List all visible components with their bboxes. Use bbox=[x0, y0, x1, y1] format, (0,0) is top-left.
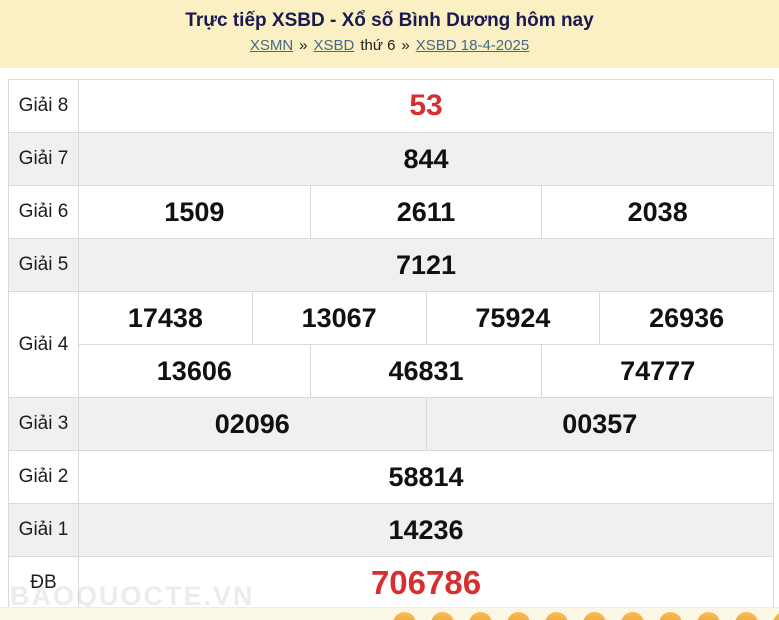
prize-values: 706786 bbox=[79, 557, 773, 609]
lottery-ball-icon bbox=[773, 612, 779, 620]
prize-row-giai-5: Giải 5 7121 bbox=[9, 239, 773, 292]
prize-label: Giải 8 bbox=[9, 80, 79, 132]
breadcrumb-link[interactable]: XSBD bbox=[313, 36, 355, 54]
prize-line: 13606 46831 74777 bbox=[79, 344, 773, 397]
prize-line: 53 bbox=[79, 80, 773, 132]
prize-row-giai-3: Giải 3 02096 00357 bbox=[9, 398, 773, 451]
lottery-ball-icon bbox=[393, 612, 416, 620]
prize-label: Giải 1 bbox=[9, 504, 79, 556]
lottery-ball-icon bbox=[545, 612, 568, 620]
lottery-ball-icon bbox=[735, 612, 758, 620]
prize-number: 26936 bbox=[599, 292, 773, 344]
prize-label: Giải 5 bbox=[9, 239, 79, 291]
prize-number: 7121 bbox=[395, 249, 457, 280]
prize-values: 53 bbox=[79, 80, 773, 132]
prize-number: 74777 bbox=[541, 345, 773, 397]
prize-number: 706786 bbox=[370, 564, 482, 601]
prize-row-giai-8: Giải 8 53 bbox=[9, 80, 773, 133]
prize-number: 17438 bbox=[127, 302, 203, 333]
page-header: Trực tiếp XSBD - Xổ số Bình Dương hôm na… bbox=[0, 0, 779, 68]
prize-values: 58814 bbox=[79, 451, 773, 503]
footer-strip bbox=[0, 607, 779, 620]
prize-number: 58814 bbox=[388, 461, 464, 492]
lottery-ball-icon bbox=[431, 612, 454, 620]
prize-values: 17438 13067 75924 26936 13606 46831 74777 bbox=[79, 292, 773, 397]
prize-line: 14236 bbox=[79, 504, 773, 556]
prize-row-giai-1: Giải 1 14236 bbox=[9, 504, 773, 557]
breadcrumb-text: » bbox=[401, 36, 410, 54]
prize-number: 13067 bbox=[251, 292, 426, 344]
lottery-ball-icon bbox=[507, 612, 530, 620]
breadcrumb-link[interactable]: XSMN bbox=[249, 36, 294, 54]
prize-line: 02096 00357 bbox=[79, 398, 773, 450]
prize-line: 17438 13067 75924 26936 bbox=[79, 292, 773, 344]
breadcrumb-text: » bbox=[299, 36, 308, 54]
prize-line: 844 bbox=[79, 133, 773, 185]
prize-label: Giải 2 bbox=[9, 451, 79, 503]
prize-number: 2038 bbox=[541, 186, 773, 238]
lottery-balls bbox=[393, 612, 779, 620]
prize-row-giai-2: Giải 2 58814 bbox=[9, 451, 773, 504]
lottery-ball-icon bbox=[583, 612, 606, 620]
prize-values: 7121 bbox=[79, 239, 773, 291]
prize-number: 844 bbox=[403, 143, 449, 174]
prize-line: 7121 bbox=[79, 239, 773, 291]
lottery-ball-icon bbox=[697, 612, 720, 620]
prize-values: 844 bbox=[79, 133, 773, 185]
prize-number: 46831 bbox=[309, 345, 542, 397]
breadcrumb: XSMN » XSBD thứ 6 » XSBD 18-4-2025 bbox=[0, 37, 779, 54]
prize-number: 2611 bbox=[309, 186, 542, 238]
prize-number: 02096 bbox=[214, 408, 290, 439]
breadcrumb-text: thứ 6 bbox=[360, 36, 396, 54]
prize-row-giai-6: Giải 6 1509 2611 2038 bbox=[9, 186, 773, 239]
prize-values: 1509 2611 2038 bbox=[79, 186, 773, 238]
prize-row-giai-4: Giải 4 17438 13067 75924 26936 13606 46831 7477… bbox=[9, 292, 773, 398]
prize-number: 13606 bbox=[156, 355, 232, 386]
lottery-ball-icon bbox=[621, 612, 644, 620]
lottery-ball-icon bbox=[659, 612, 682, 620]
prize-number: 53 bbox=[409, 89, 443, 122]
prize-number: 75924 bbox=[425, 292, 600, 344]
prize-values: 14236 bbox=[79, 504, 773, 556]
prize-label: ĐB bbox=[9, 557, 79, 609]
prize-number: 1509 bbox=[164, 196, 225, 227]
lottery-ball-icon bbox=[469, 612, 492, 620]
prize-row-giai-7: Giải 7 844 bbox=[9, 133, 773, 186]
prize-label: Giải 4 bbox=[9, 292, 79, 397]
prize-line: 706786 bbox=[79, 557, 773, 609]
page-title: Trực tiếp XSBD - Xổ số Bình Dương hôm na… bbox=[185, 10, 594, 31]
prize-label: Giải 6 bbox=[9, 186, 79, 238]
prize-line: 58814 bbox=[79, 451, 773, 503]
prize-row-giai-db: ĐB 706786 bbox=[9, 557, 773, 609]
prize-number: 00357 bbox=[425, 398, 774, 450]
breadcrumb-link[interactable]: XSBD 18-4-2025 bbox=[415, 36, 530, 54]
results-table: Giải 8 53 Giải 7 844 Giải 6 1509 2611 2038 Giải … bbox=[8, 79, 774, 610]
prize-label: Giải 3 bbox=[9, 398, 79, 450]
prize-label: Giải 7 bbox=[9, 133, 79, 185]
prize-number: 14236 bbox=[388, 514, 464, 545]
prize-values: 02096 00357 bbox=[79, 398, 773, 450]
prize-line: 1509 2611 2038 bbox=[79, 186, 773, 238]
